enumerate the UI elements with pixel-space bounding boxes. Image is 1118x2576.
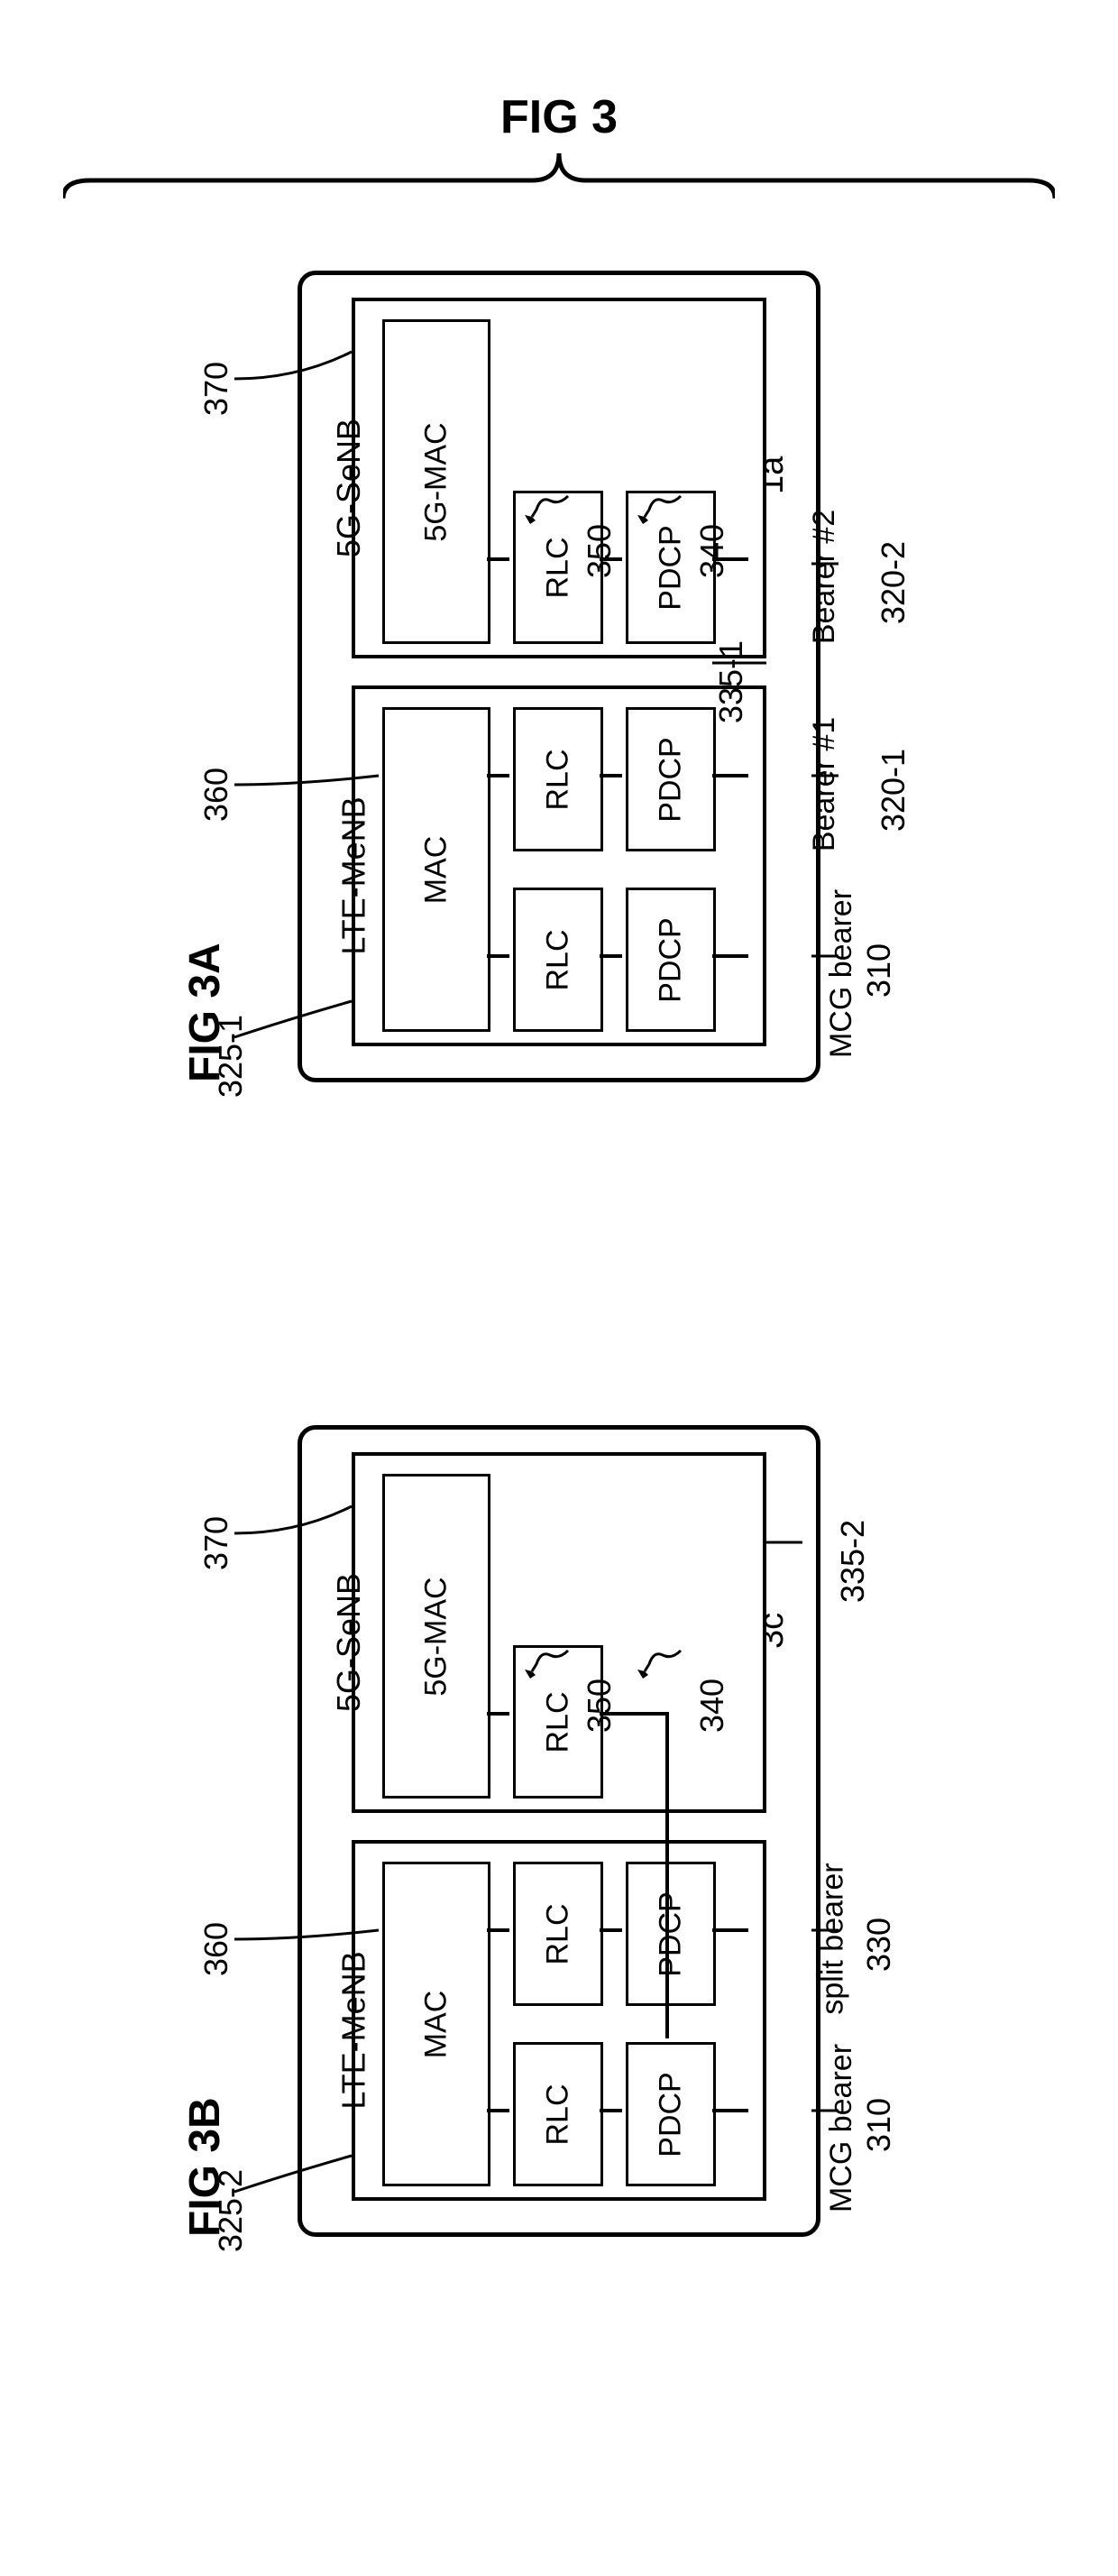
figure-container: FIG 3 FIG 3A Option 1a MAC RLC RLC PDCP <box>18 18 1100 2558</box>
brace <box>63 153 1055 207</box>
leaders-a <box>153 271 965 1353</box>
main-title: FIG 3 <box>500 90 618 144</box>
leaders-b <box>153 1425 965 2507</box>
